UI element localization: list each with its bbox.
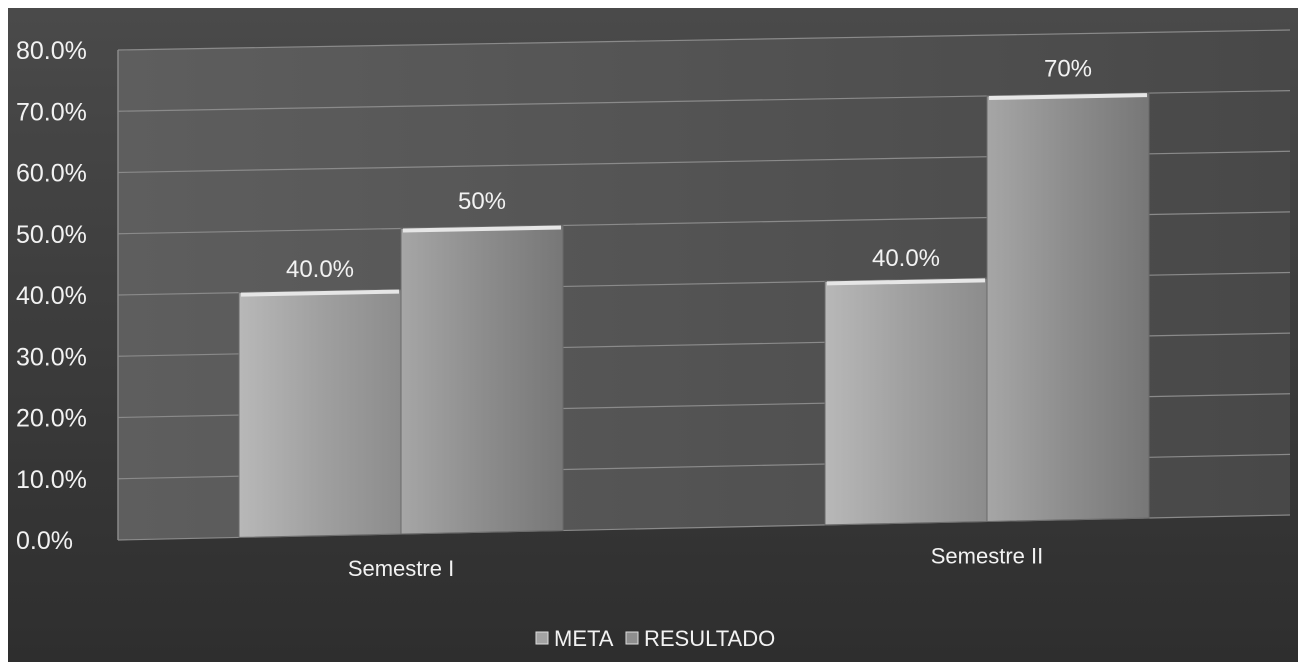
y-tick-label: 10.0% bbox=[16, 466, 87, 494]
y-tick-label: 30.0% bbox=[16, 343, 87, 371]
bars bbox=[238, 92, 1150, 538]
data-labels: 40.0% 50% 40.0% 70% bbox=[286, 56, 1092, 284]
bar-top-highlight bbox=[240, 289, 400, 297]
bar-top-highlight bbox=[402, 225, 562, 233]
legend-swatch-resultado bbox=[625, 631, 639, 645]
y-tick-label: 60.0% bbox=[16, 160, 87, 188]
legend-swatch-meta bbox=[535, 631, 549, 645]
data-label: 40.0% bbox=[872, 245, 940, 272]
y-tick-label: 0.0% bbox=[16, 527, 73, 555]
bar-resultado-1 bbox=[400, 224, 564, 535]
y-tick-label: 70.0% bbox=[16, 98, 87, 126]
bar-top-highlight bbox=[826, 278, 986, 286]
bar-resultado-2 bbox=[986, 92, 1150, 522]
x-category-label: Semestre II bbox=[931, 543, 1043, 568]
x-axis: Semestre I Semestre II bbox=[348, 543, 1043, 581]
y-axis: 0.0% 10.0% 20.0% 30.0% 40.0% 50.0% 60.0% 70.0% 8… bbox=[16, 37, 87, 555]
bar-meta-1 bbox=[238, 289, 402, 538]
y-tick-label: 20.0% bbox=[16, 405, 87, 433]
bar-meta-2 bbox=[824, 277, 988, 526]
gridline bbox=[117, 29, 1291, 51]
legend: META RESULTADO bbox=[535, 626, 775, 651]
data-label: 50% bbox=[458, 188, 506, 215]
y-tick-label: 40.0% bbox=[16, 282, 87, 310]
data-label: 70% bbox=[1044, 56, 1092, 83]
legend-label-meta: META bbox=[554, 626, 614, 651]
data-label: 40.0% bbox=[286, 256, 354, 283]
x-category-label: Semestre I bbox=[348, 556, 454, 581]
legend-label-resultado: RESULTADO bbox=[644, 626, 775, 651]
y-tick-label: 50.0% bbox=[16, 221, 87, 249]
bar-top-highlight bbox=[988, 93, 1148, 100]
y-tick-label: 80.0% bbox=[16, 37, 87, 65]
